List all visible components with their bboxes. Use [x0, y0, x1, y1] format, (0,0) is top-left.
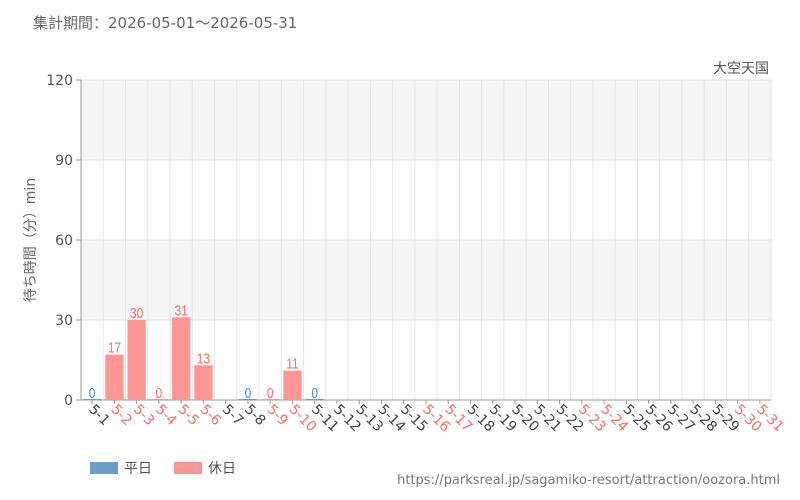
bar-5-11 — [305, 399, 324, 400]
collection-period: 集計期間：2026-05-01～2026-05-31 — [33, 14, 298, 32]
grid-band — [81, 240, 771, 320]
x-tick-label-5-7: 5-7 — [219, 402, 246, 429]
data-label-5-11: 0 — [311, 385, 318, 402]
data-label-5-6: 13 — [197, 350, 210, 367]
x-tick-label-5-3: 5-3 — [130, 402, 157, 429]
y-tick-label: 90 — [55, 153, 73, 169]
bar-5-10 — [283, 370, 302, 400]
chart-title: 大空天国 — [713, 61, 769, 77]
data-label-5-2: 17 — [108, 339, 121, 356]
x-tick-label-5-8: 5-8 — [241, 402, 268, 429]
chart-legend: 平日 休日 — [90, 458, 236, 478]
y-tick-label: 120 — [46, 73, 73, 89]
bar-5-3 — [127, 320, 146, 400]
bar-5-9 — [261, 399, 280, 400]
y-tick-label: 60 — [55, 233, 73, 249]
y-tick-label: 30 — [55, 313, 73, 329]
grid-band — [81, 80, 771, 160]
bar-5-6 — [194, 365, 213, 400]
y-axis-label: 待ち時間（分）min — [23, 178, 39, 302]
x-tick-label-5-6: 5-6 — [197, 402, 225, 430]
x-tick-label-5-4: 5-4 — [152, 402, 180, 430]
legend-label-holiday: 休日 — [208, 461, 236, 477]
legend-swatch-weekday — [90, 462, 118, 474]
data-label-5-5: 31 — [174, 302, 187, 319]
y-tick-label: 0 — [64, 393, 73, 409]
bar-5-2 — [105, 354, 124, 400]
legend-item-weekday[interactable]: 平日 — [90, 458, 152, 478]
data-label-5-9: 0 — [267, 385, 274, 402]
data-label-5-4: 0 — [156, 385, 163, 402]
bar-5-8 — [238, 399, 258, 400]
x-tick-label-5-2: 5-2 — [108, 402, 135, 429]
x-tick-label-5-1: 5-1 — [85, 402, 112, 429]
x-tick-label-5-9: 5-9 — [263, 402, 290, 429]
bar-5-4 — [149, 399, 169, 400]
legend-label-weekday: 平日 — [124, 461, 152, 477]
data-label-5-3: 30 — [130, 305, 144, 322]
source-url[interactable]: https://parksreal.jp/sagamiko-resort/att… — [397, 473, 780, 488]
x-tick-label-5-5: 5-5 — [174, 402, 201, 429]
data-label-5-8: 0 — [245, 385, 252, 402]
bar-5-5 — [172, 317, 191, 400]
data-label-5-10: 11 — [286, 355, 298, 372]
data-label-5-1: 0 — [89, 385, 96, 402]
legend-item-holiday[interactable]: 休日 — [174, 458, 236, 478]
legend-swatch-holiday — [174, 462, 202, 474]
bar-5-1 — [83, 399, 102, 400]
